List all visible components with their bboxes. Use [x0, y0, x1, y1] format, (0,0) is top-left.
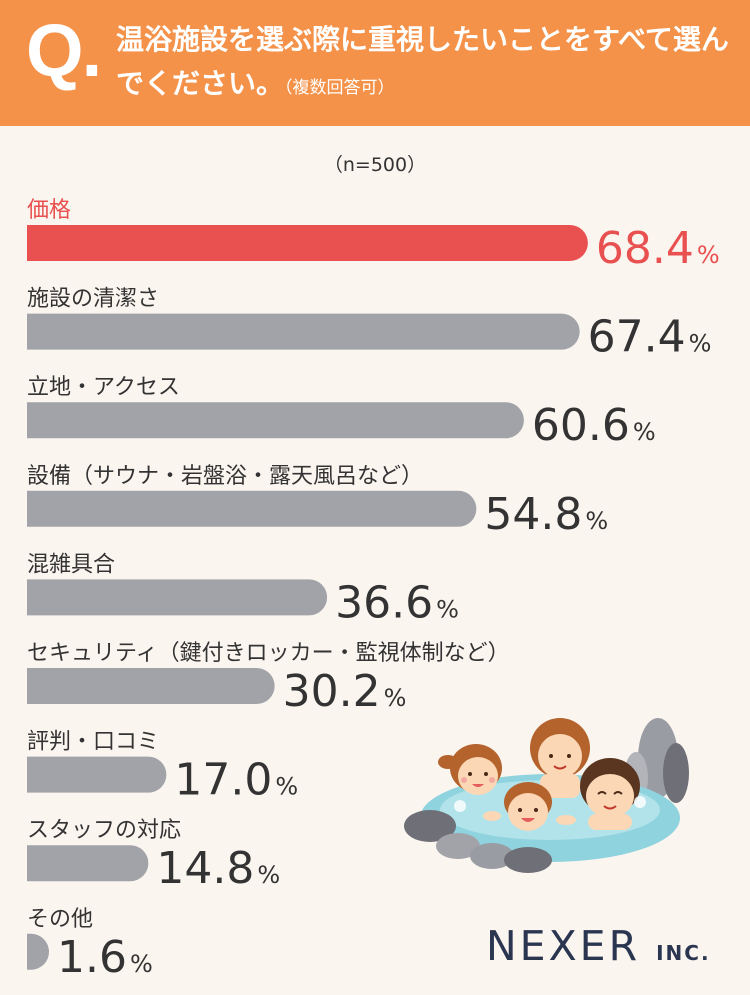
question-text: 温浴施設を選ぶ際に重視したいことをすべて選んでください。（複数回答可）: [116, 18, 736, 110]
company-logo: NEXER INC.: [486, 922, 711, 970]
value-label: 54.8%: [484, 489, 608, 540]
question-label: 温浴施設を選ぶ際に重視したいことをすべて選んでください。: [116, 23, 729, 100]
category-label: 価格: [27, 198, 71, 223]
bar: [27, 933, 49, 970]
bar: [27, 756, 167, 793]
question-header: Q. 温浴施設を選ぶ際に重視したいことをすべて選んでください。（複数回答可）: [0, 0, 750, 126]
bar: [27, 579, 328, 616]
value-label: 36.6%: [335, 577, 459, 628]
bar: [27, 313, 580, 350]
value-label: 30.2%: [283, 666, 407, 717]
category-label: スタッフの対応: [27, 818, 181, 843]
question-note: （複数回答可）: [284, 78, 395, 98]
category-label: 評判・口コミ: [27, 730, 159, 755]
value-label: 60.6%: [532, 400, 656, 451]
bar: [27, 490, 477, 527]
bar: [27, 845, 149, 882]
category-label: セキュリティ（鍵付きロッカー・監視体制など）: [27, 641, 510, 666]
question-mark: Q.: [26, 9, 102, 92]
category-label: 混雑具合: [27, 552, 115, 577]
value-label: 14.8%: [156, 843, 280, 894]
sample-size: （n=500）: [323, 154, 427, 176]
category-label: 立地・アクセス: [27, 375, 180, 400]
category-label: 設備（サウナ・岩盤浴・露天風呂など）: [27, 464, 423, 489]
value-label: 68.4%: [596, 223, 720, 274]
hot-spring-family-illustration: [404, 718, 689, 873]
value-label: 67.4%: [588, 312, 712, 363]
bar: [27, 225, 588, 261]
category-label: その他: [27, 907, 93, 932]
bar: [27, 402, 524, 439]
value-label: 1.6%: [57, 932, 153, 983]
value-label: 17.0%: [174, 755, 298, 806]
category-label: 施設の清潔さ: [27, 287, 159, 312]
bar: [27, 668, 275, 704]
